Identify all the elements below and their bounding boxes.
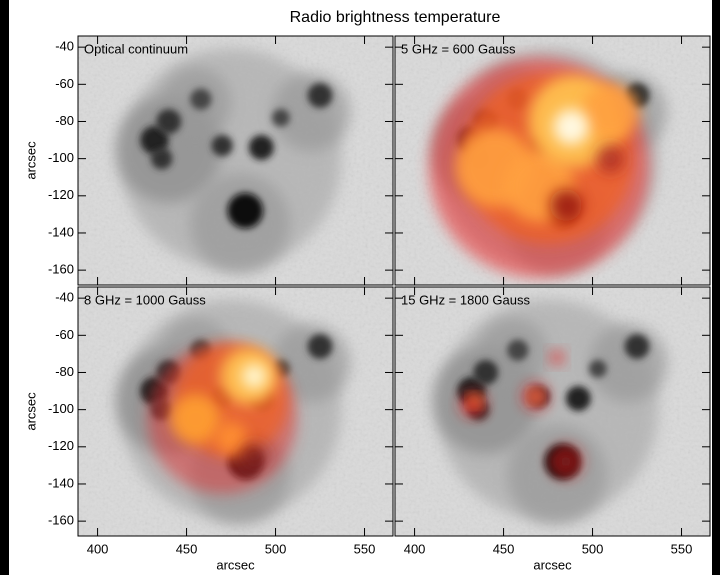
radio-emission bbox=[239, 441, 269, 471]
y-tick-label: -140 bbox=[48, 224, 74, 239]
y-tick-label: -80 bbox=[55, 364, 74, 379]
x-axis-label: arcsec bbox=[533, 557, 572, 572]
x-tick-label: 400 bbox=[404, 541, 426, 556]
y-tick-label: -40 bbox=[55, 290, 74, 305]
umbra bbox=[565, 386, 591, 411]
radio-emission bbox=[530, 391, 541, 402]
umbra bbox=[624, 334, 650, 359]
y-tick-label: -60 bbox=[55, 327, 74, 342]
umbra bbox=[140, 125, 169, 155]
x-tick-label: 450 bbox=[493, 541, 515, 556]
y-tick-label: -40 bbox=[55, 39, 74, 54]
y-tick-label: -80 bbox=[55, 113, 74, 128]
umbra bbox=[307, 83, 333, 108]
y-tick-label: -100 bbox=[48, 401, 74, 416]
panel-label: 5 GHz = 600 Gauss bbox=[401, 41, 516, 56]
y-tick-label: -160 bbox=[48, 262, 74, 277]
edge bbox=[712, 0, 720, 575]
radio-emission bbox=[215, 421, 248, 454]
umbra bbox=[211, 134, 233, 157]
radio-emission bbox=[170, 394, 221, 444]
umbra bbox=[473, 360, 499, 385]
y-tick-label: -60 bbox=[55, 76, 74, 91]
x-tick-label: 450 bbox=[176, 541, 198, 556]
radio-emission bbox=[581, 83, 639, 141]
y-tick-label: -100 bbox=[48, 150, 74, 165]
panel-label: 15 GHz = 1800 Gauss bbox=[401, 292, 530, 307]
umbra bbox=[227, 192, 264, 229]
panel-frame bbox=[77, 35, 394, 286]
umbra bbox=[248, 135, 274, 160]
panel-frame bbox=[394, 286, 711, 537]
x-tick-label: 550 bbox=[671, 541, 693, 556]
panel-frame bbox=[394, 35, 711, 286]
panel bbox=[78, 36, 393, 285]
y-axis-label: arcsec bbox=[23, 392, 38, 431]
umbra bbox=[150, 147, 173, 170]
y-tick-label: -120 bbox=[48, 438, 74, 453]
y-tick-label: -140 bbox=[48, 475, 74, 490]
radio-emission bbox=[469, 395, 481, 406]
x-tick-label: 500 bbox=[265, 541, 287, 556]
radio-emission bbox=[549, 189, 582, 222]
umbra bbox=[588, 359, 607, 378]
umbra bbox=[190, 88, 212, 110]
x-tick-label: 400 bbox=[87, 541, 109, 556]
panel bbox=[78, 287, 393, 536]
figure-title: Radio brightness temperature bbox=[290, 9, 501, 26]
panel bbox=[395, 36, 710, 285]
y-axis-label: arcsec bbox=[23, 141, 38, 180]
radio-emission bbox=[558, 454, 573, 469]
panel-label: 8 GHz = 1000 Gauss bbox=[84, 292, 206, 307]
umbra bbox=[507, 339, 529, 361]
x-axis-label: arcsec bbox=[216, 557, 255, 572]
x-tick-label: 500 bbox=[582, 541, 604, 556]
x-tick-label: 550 bbox=[354, 541, 376, 556]
radio-emission bbox=[553, 109, 589, 145]
radio-emission bbox=[241, 363, 267, 389]
umbra bbox=[271, 108, 290, 127]
umbra bbox=[156, 109, 182, 134]
edge bbox=[0, 0, 9, 575]
panel bbox=[395, 287, 710, 536]
radio-emission bbox=[549, 350, 565, 365]
umbra bbox=[307, 334, 333, 359]
radio-emission bbox=[596, 144, 625, 173]
panel-label: Optical continuum bbox=[84, 41, 188, 56]
y-tick-label: -120 bbox=[48, 187, 74, 202]
panel-frame bbox=[77, 286, 394, 537]
y-tick-label: -160 bbox=[48, 513, 74, 528]
